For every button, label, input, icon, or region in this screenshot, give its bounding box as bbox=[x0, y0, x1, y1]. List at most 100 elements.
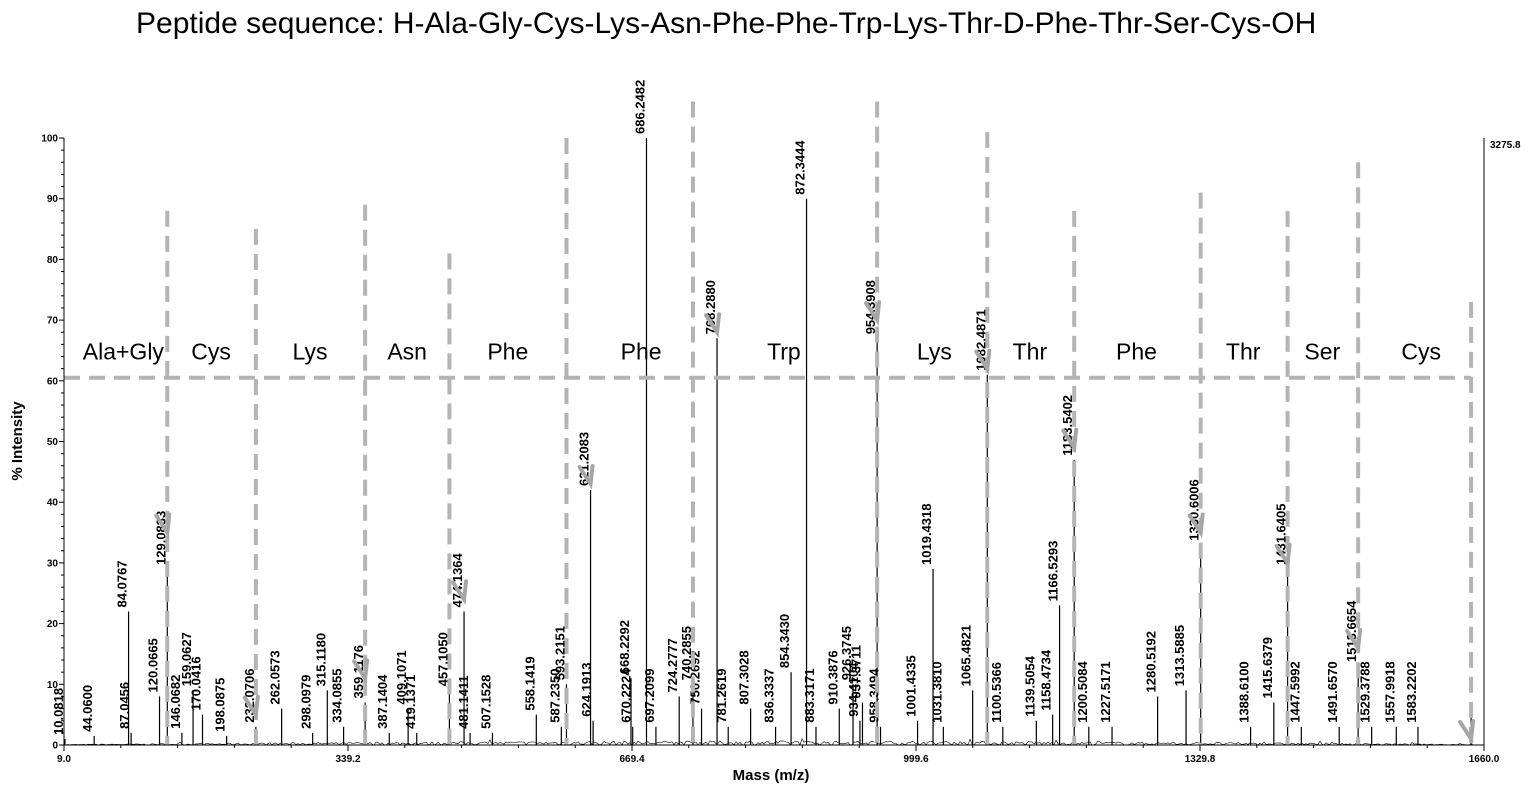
peak-label: 1280.5192 bbox=[1144, 631, 1159, 692]
peak-label: 740.2855 bbox=[679, 626, 694, 680]
peak-label: 1529.3788 bbox=[1358, 661, 1373, 722]
peak-label: 670.2224 bbox=[619, 668, 634, 723]
fragment-arrow bbox=[242, 694, 260, 721]
y-tick-label: 0 bbox=[52, 741, 58, 752]
peak-label: 1065.4821 bbox=[959, 625, 974, 686]
peak-label: 507.1528 bbox=[478, 675, 493, 729]
peak-label: 958.3494 bbox=[867, 668, 882, 723]
axes: % Intensity Mass (m/z) 3275.8 0 10 20 30 40 5… bbox=[9, 134, 1521, 785]
peak-label: 1158.4734 bbox=[1039, 649, 1054, 711]
x-tick-label: 1329.8 bbox=[1185, 754, 1216, 765]
residue-label: Cys bbox=[1401, 339, 1441, 365]
fragment-arrow bbox=[1458, 718, 1476, 745]
x-tick-label: 9.0 bbox=[57, 754, 71, 765]
residue-label: Cys bbox=[191, 339, 231, 365]
baseline-noise-trace bbox=[63, 737, 1475, 746]
peak-label: 387.1404 bbox=[375, 674, 390, 729]
fragment-arrow bbox=[154, 512, 172, 539]
fragment-arrow bbox=[577, 463, 595, 490]
peak-label: 298.0979 bbox=[299, 675, 314, 729]
peak-label: 1031.3810 bbox=[929, 661, 944, 722]
residue-label: Trp bbox=[767, 339, 801, 365]
peak-label: 146.0682 bbox=[168, 675, 183, 729]
y-tick-label: 70 bbox=[47, 316, 59, 327]
max-intensity-label: 3275.8 bbox=[1490, 140, 1521, 151]
peak-label: 807.3028 bbox=[737, 650, 752, 704]
peak-label: 1001.4335 bbox=[904, 655, 919, 716]
y-tick-label: 10 bbox=[47, 680, 59, 691]
x-tick-label: 999.6 bbox=[903, 754, 928, 765]
fragment-arrow bbox=[1345, 627, 1363, 654]
peak-label: 87.0456 bbox=[117, 682, 132, 729]
noise-line bbox=[63, 737, 1475, 746]
fragment-arrow bbox=[451, 579, 469, 606]
peak-label: 44.0600 bbox=[80, 685, 95, 732]
peak-label: 724.2777 bbox=[665, 638, 680, 692]
residue-label: Thr bbox=[1226, 339, 1261, 365]
peak-label: 910.3876 bbox=[825, 650, 840, 704]
peak-label: 1491.6570 bbox=[1325, 661, 1340, 722]
peak-label: 1447.5992 bbox=[1287, 661, 1302, 722]
peak-label: 1166.5293 bbox=[1046, 541, 1061, 602]
y-tick-label: 50 bbox=[47, 437, 59, 448]
y-tick-label: 30 bbox=[47, 558, 59, 569]
x-tick-label: 339.2 bbox=[335, 754, 360, 765]
fragment-arrow bbox=[1274, 542, 1292, 569]
chart-title: Peptide sequence: H-Ala-Gly-Cys-Lys-Asn-… bbox=[136, 7, 1317, 40]
residue-label: Phe bbox=[1116, 339, 1157, 365]
residue-label: Lys bbox=[917, 339, 952, 365]
fragment-arrow bbox=[974, 348, 992, 375]
peak-label: 668.2292 bbox=[617, 620, 632, 674]
peak-label: 1139.5054 bbox=[1022, 655, 1037, 717]
y-tick-label: 60 bbox=[47, 376, 59, 387]
peak-label: 1388.6100 bbox=[1237, 661, 1252, 722]
residue-label: Lys bbox=[293, 339, 328, 365]
y-tick-label: 100 bbox=[41, 134, 58, 145]
peak-label: 1557.9918 bbox=[1382, 661, 1397, 722]
fragment-arrow bbox=[352, 658, 370, 685]
peak-label: 883.3171 bbox=[802, 669, 817, 723]
y-tick-label: 90 bbox=[47, 194, 59, 205]
peak-label: 262.0573 bbox=[268, 650, 283, 704]
peak-label: 836.3337 bbox=[762, 669, 777, 723]
peak-label: 768.2880 bbox=[703, 280, 718, 334]
peak-label: 781.2619 bbox=[714, 669, 729, 723]
peak-label: 872.3444 bbox=[793, 140, 808, 195]
residue-label: Phe bbox=[487, 339, 528, 365]
peak-label: 10.0818 bbox=[51, 688, 66, 735]
residue-label: Ala+Gly bbox=[83, 339, 165, 365]
peak-label: 170.0416 bbox=[189, 656, 204, 710]
peak-label: 84.0767 bbox=[115, 560, 130, 607]
y-tick-label: 20 bbox=[47, 619, 59, 630]
peak-label: 120.0665 bbox=[146, 638, 161, 692]
x-tick-label: 1660.0 bbox=[1469, 754, 1500, 765]
peak-label: 481.1411 bbox=[456, 675, 471, 729]
peak-label: 558.1419 bbox=[522, 656, 537, 710]
residue-label: Thr bbox=[1013, 339, 1048, 365]
x-tick-label: 669.4 bbox=[619, 754, 644, 765]
peak-label: 593.2151 bbox=[552, 626, 567, 680]
y-axis-label: % Intensity bbox=[9, 401, 26, 481]
peak-label: 419.1371 bbox=[403, 675, 418, 729]
fragment-arrow bbox=[704, 312, 722, 339]
peak-label: 1583.2202 bbox=[1404, 661, 1419, 722]
peak-label: 1227.5171 bbox=[1098, 661, 1113, 722]
peak-label: 1415.6379 bbox=[1260, 637, 1275, 698]
peak-label: 129.0833 bbox=[153, 511, 168, 565]
residue-label: Ser bbox=[1304, 339, 1340, 365]
peak-label: 926.3745 bbox=[839, 626, 854, 680]
fragment-arrow bbox=[864, 300, 882, 326]
peak-label: 1100.5366 bbox=[989, 662, 1004, 723]
sequence-ladder: Ala+Gly Cys Lys Asn Phe Phe Trp Lys Thr Phe Thr Ser… bbox=[64, 101, 1476, 745]
y-tick-label: 40 bbox=[47, 498, 59, 509]
peak-label: 854.3430 bbox=[777, 614, 792, 668]
peak-label: 1200.5084 bbox=[1075, 661, 1090, 723]
peak-label: 198.0875 bbox=[213, 678, 228, 732]
peak-label: 1313.5885 bbox=[1172, 625, 1187, 686]
peak-label: 159.0627 bbox=[179, 632, 194, 686]
peak-label: 1019.4318 bbox=[919, 504, 934, 565]
fragment-arrow bbox=[1187, 512, 1205, 539]
residue-label: Asn bbox=[387, 339, 427, 365]
peak-label: 697.2099 bbox=[642, 669, 657, 723]
